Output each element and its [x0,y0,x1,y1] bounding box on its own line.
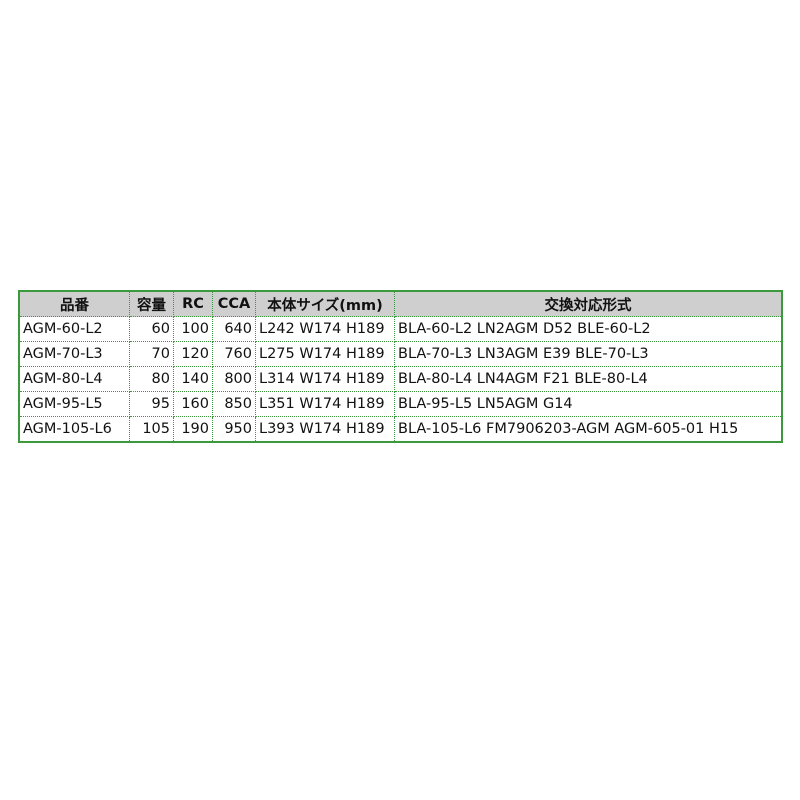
cell-part-number: AGM-80-L4 [18,366,130,392]
cell-compatible: BLA-95-L5 LN5AGM G14 [394,391,783,417]
cell-size: L351 W174 H189 [255,391,395,417]
header-size: 本体サイズ(mm) [255,290,395,317]
table-row: AGM-95-L5 95 160 850 L351 W174 H189 BLA-95-L5… [18,391,783,417]
cell-size: L314 W174 H189 [255,366,395,392]
header-row: 品番 容量 RC CCA 本体サイズ(mm) 交換対応形式 [18,290,783,317]
cell-rc: 140 [173,366,213,392]
cell-rc: 160 [173,391,213,417]
table-row: AGM-60-L2 60 100 640 L242 W174 H189 BLA-60-L2… [18,316,783,342]
cell-rc: 120 [173,341,213,367]
cell-part-number: AGM-95-L5 [18,391,130,417]
cell-rc: 100 [173,316,213,342]
cell-part-number: AGM-70-L3 [18,341,130,367]
cell-size: L242 W174 H189 [255,316,395,342]
cell-capacity: 60 [129,316,174,342]
table-row: AGM-105-L6 105 190 950 L393 W174 H189 BLA-105… [18,416,783,443]
cell-rc: 190 [173,416,213,443]
cell-compatible: BLA-70-L3 LN3AGM E39 BLE-70-L3 [394,341,783,367]
cell-cca: 850 [212,391,256,417]
cell-cca: 640 [212,316,256,342]
cell-compatible: BLA-60-L2 LN2AGM D52 BLE-60-L2 [394,316,783,342]
cell-cca: 760 [212,341,256,367]
cell-size: L275 W174 H189 [255,341,395,367]
cell-part-number: AGM-105-L6 [18,416,130,443]
table-row: AGM-80-L4 80 140 800 L314 W174 H189 BLA-80-L4… [18,366,783,392]
cell-cca: 950 [212,416,256,443]
header-part-number: 品番 [18,290,130,317]
cell-capacity: 80 [129,366,174,392]
header-capacity: 容量 [129,290,174,317]
cell-cca: 800 [212,366,256,392]
cell-capacity: 105 [129,416,174,443]
header-cca: CCA [212,290,256,317]
cell-capacity: 95 [129,391,174,417]
cell-size: L393 W174 H189 [255,416,395,443]
cell-capacity: 70 [129,341,174,367]
header-rc: RC [173,290,213,317]
cell-part-number: AGM-60-L2 [18,316,130,342]
battery-spec-table: 品番 容量 RC CCA 本体サイズ(mm) 交換対応形式 AGM-60-L2 6… [18,290,783,443]
table-row: AGM-70-L3 70 120 760 L275 W174 H189 BLA-70-L3… [18,341,783,367]
cell-compatible: BLA-80-L4 LN4AGM F21 BLE-80-L4 [394,366,783,392]
cell-compatible: BLA-105-L6 FM7906203-AGM AGM-605-01 H15 [394,416,783,443]
header-compatible: 交換対応形式 [394,290,783,317]
